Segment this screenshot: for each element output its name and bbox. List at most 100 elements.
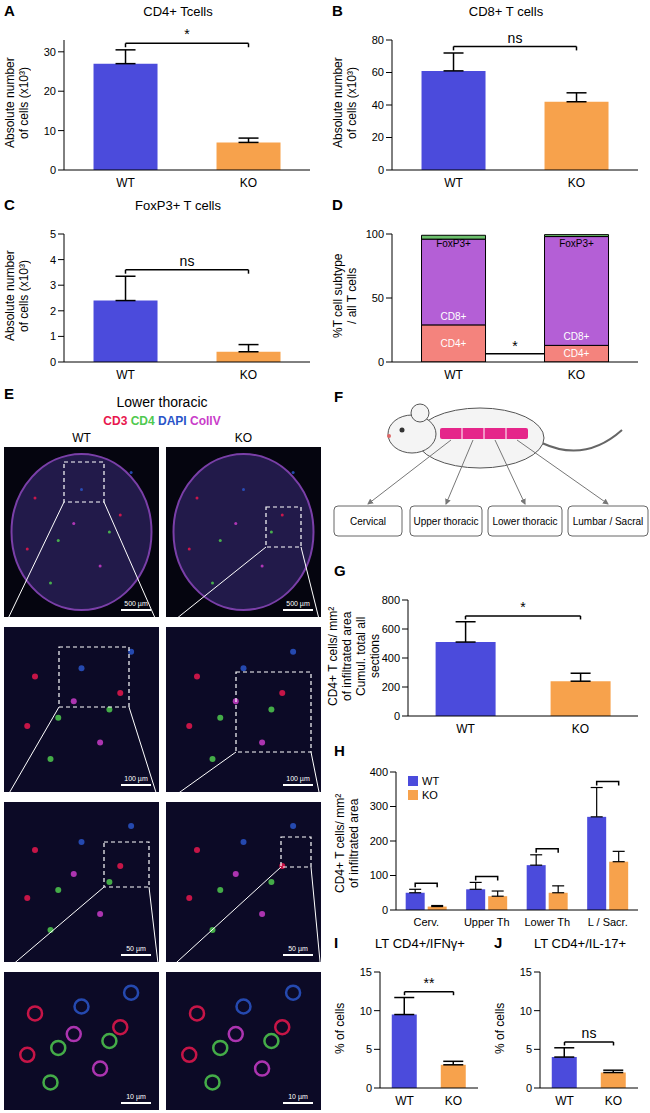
svg-text:Cerv.: Cerv. — [414, 916, 439, 928]
svg-text:0: 0 — [394, 710, 400, 722]
svg-text:Upper thoracic: Upper thoracic — [413, 516, 478, 527]
svg-text:60: 60 — [372, 66, 384, 78]
svg-text:600: 600 — [382, 623, 400, 635]
svg-text:100 µm: 100 µm — [124, 775, 148, 783]
svg-text:Lumbar / Sacral: Lumbar / Sacral — [573, 516, 642, 527]
html-text:of cells (x10³): of cells (x10³) — [17, 67, 31, 139]
svg-text:2: 2 — [50, 305, 56, 317]
svg-text:FoxP3+: FoxP3+ — [436, 238, 471, 249]
svg-text:Upper Th: Upper Th — [464, 916, 510, 928]
svg-text:20: 20 — [44, 85, 56, 97]
svg-text:1: 1 — [50, 330, 56, 342]
svg-text:0: 0 — [50, 356, 56, 368]
svg-text:10: 10 — [520, 1005, 532, 1017]
svg-text:Lower thoracic: Lower thoracic — [492, 516, 557, 527]
html-text:%T cell subtype: %T cell subtype — [331, 253, 345, 339]
html-text:CD8+ T cells: CD8+ T cells — [468, 4, 544, 19]
svg-text:Lower Th: Lower Th — [524, 916, 570, 928]
svg-text:800: 800 — [382, 594, 400, 606]
svg-text:WT: WT — [116, 368, 135, 382]
svg-text:5: 5 — [366, 1043, 372, 1055]
svg-text:*: * — [512, 338, 518, 354]
svg-text:200: 200 — [382, 681, 400, 693]
svg-text:100: 100 — [370, 869, 388, 881]
svg-text:500 µm: 500 µm — [286, 600, 310, 608]
svg-text:WT: WT — [444, 176, 463, 190]
svg-text:CD8+: CD8+ — [564, 331, 590, 342]
svg-text:15: 15 — [360, 966, 372, 978]
svg-text:KO: KO — [605, 1094, 622, 1108]
svg-text:80: 80 — [372, 34, 384, 46]
svg-text:F: F — [334, 388, 343, 405]
svg-text:40: 40 — [372, 99, 384, 111]
svg-text:WT: WT — [395, 1094, 414, 1108]
svg-text:0: 0 — [526, 1082, 532, 1094]
svg-text:5: 5 — [50, 228, 56, 240]
svg-text:0: 0 — [378, 356, 384, 368]
svg-text:10: 10 — [360, 1005, 372, 1017]
svg-text:ns: ns — [582, 1025, 597, 1041]
html-text:Absolute number: Absolute number — [3, 57, 17, 149]
svg-text:CD4+: CD4+ — [441, 338, 467, 349]
svg-text:Lower thoracic: Lower thoracic — [116, 394, 207, 410]
svg-text:KO: KO — [240, 368, 257, 382]
html-text:CD4+ T cells/ mm²: CD4+ T cells/ mm² — [326, 606, 340, 706]
svg-text:E: E — [8, 385, 14, 402]
svg-text:WT: WT — [555, 1094, 574, 1108]
svg-text:10 µm: 10 µm — [126, 1093, 146, 1101]
svg-text:0: 0 — [378, 164, 384, 176]
svg-text:KO: KO — [235, 431, 252, 445]
svg-text:FoxP3+: FoxP3+ — [559, 238, 594, 249]
html-text:Cumul. total all sections: Cumul. total all sections — [354, 616, 382, 696]
svg-text:ns: ns — [180, 253, 195, 269]
svg-text:KO: KO — [568, 176, 585, 190]
svg-text:400: 400 — [370, 766, 388, 778]
svg-text:500 µm: 500 µm — [124, 600, 148, 608]
svg-text:Cervical: Cervical — [350, 516, 386, 527]
html-text:Absolute number: Absolute number — [3, 250, 17, 342]
html-text:/ all T cells: / all T cells — [345, 267, 359, 325]
svg-text:20: 20 — [372, 131, 384, 143]
svg-text:CD3 CD4 DAPI CollV: CD3 CD4 DAPI CollV — [103, 414, 220, 428]
html-text:FoxP3+ T cells: FoxP3+ T cells — [135, 198, 221, 213]
svg-text:100 µm: 100 µm — [286, 775, 310, 783]
svg-text:50: 50 — [372, 292, 384, 304]
svg-text:*: * — [520, 599, 526, 615]
svg-text:10: 10 — [44, 125, 56, 137]
svg-text:50 µm: 50 µm — [288, 945, 308, 953]
svg-text:**: ** — [424, 975, 435, 991]
svg-text:CD8+: CD8+ — [441, 311, 467, 322]
svg-text:WT: WT — [456, 722, 475, 736]
svg-text:10 µm: 10 µm — [288, 1093, 308, 1101]
html-text:Absolute number: Absolute number — [331, 57, 345, 149]
svg-text:0: 0 — [366, 1082, 372, 1094]
svg-text:CD4+: CD4+ — [564, 348, 590, 359]
svg-text:KO: KO — [568, 368, 585, 382]
svg-text:4: 4 — [50, 254, 56, 266]
html-text:LT CD4+/IL-17+: LT CD4+/IL-17+ — [534, 936, 626, 951]
svg-text:L / Sacr.: L / Sacr. — [588, 916, 628, 928]
svg-text:15: 15 — [520, 966, 532, 978]
svg-text:*: * — [184, 26, 190, 42]
svg-text:WT: WT — [444, 368, 463, 382]
svg-text:0: 0 — [50, 164, 56, 176]
svg-text:KO: KO — [572, 722, 589, 736]
svg-text:100: 100 — [366, 228, 384, 240]
html-text:of cells (x10³): of cells (x10³) — [345, 67, 359, 139]
svg-text:KO: KO — [445, 1094, 462, 1108]
svg-text:WT: WT — [116, 176, 135, 190]
html-text:LT CD4+/IFNγ+: LT CD4+/IFNγ+ — [375, 936, 465, 951]
svg-text:30: 30 — [44, 46, 56, 58]
svg-text:ns: ns — [508, 30, 523, 46]
svg-text:3: 3 — [50, 279, 56, 291]
svg-text:50 µm: 50 µm — [126, 945, 146, 953]
html-text:of cells (x10³): of cells (x10³) — [17, 260, 31, 332]
svg-text:400: 400 — [382, 652, 400, 664]
svg-text:KO: KO — [240, 176, 257, 190]
html-text:CD4+ Tcells: CD4+ Tcells — [143, 4, 213, 19]
svg-text:5: 5 — [526, 1043, 532, 1055]
svg-text:300: 300 — [370, 800, 388, 812]
svg-text:WT: WT — [72, 431, 91, 445]
svg-text:200: 200 — [370, 835, 388, 847]
svg-text:0: 0 — [382, 904, 388, 916]
